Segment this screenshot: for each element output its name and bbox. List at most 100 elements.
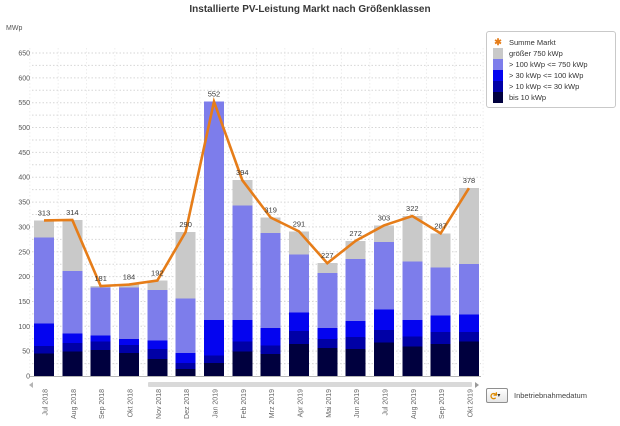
bar-segment[interactable] bbox=[90, 341, 111, 351]
bar-segment[interactable] bbox=[317, 327, 338, 340]
legend-item-label: > 10 kWp <= 30 kWp bbox=[509, 82, 580, 91]
bar-total-label: 394 bbox=[236, 168, 249, 177]
bar-segment[interactable] bbox=[175, 363, 196, 370]
bar-segment[interactable] bbox=[118, 284, 139, 288]
x-axis-label: Jan 2019 bbox=[212, 389, 219, 418]
bar-segment[interactable] bbox=[345, 259, 366, 321]
bar-total-label: 552 bbox=[208, 90, 221, 99]
bar-segment[interactable] bbox=[232, 205, 253, 320]
bar-segment[interactable] bbox=[345, 240, 366, 260]
caret-down-icon: ▾ bbox=[497, 393, 501, 399]
x-axis-label: Jun 2019 bbox=[354, 389, 361, 418]
bar-segment[interactable] bbox=[62, 219, 83, 272]
bar-segment[interactable] bbox=[430, 331, 451, 345]
bar-segment[interactable] bbox=[260, 232, 281, 328]
date-dimension-dropdown-button[interactable]: ↻ ▾ bbox=[486, 388, 508, 403]
bar-segment[interactable] bbox=[147, 280, 168, 291]
bar-segment[interactable] bbox=[34, 220, 54, 238]
bar-segment[interactable] bbox=[232, 319, 253, 342]
bar-segment[interactable] bbox=[288, 254, 309, 313]
bar-segment[interactable] bbox=[373, 241, 394, 310]
bar-segment[interactable] bbox=[175, 369, 196, 376]
bar-segment[interactable] bbox=[430, 267, 451, 316]
bar-segment[interactable] bbox=[118, 339, 139, 346]
bar-segment[interactable] bbox=[458, 331, 479, 342]
bar-segment[interactable] bbox=[373, 342, 394, 376]
bar-segment[interactable] bbox=[430, 315, 451, 332]
bar-segment[interactable] bbox=[402, 215, 423, 262]
bar-segment[interactable] bbox=[62, 351, 83, 376]
bar-segment[interactable] bbox=[430, 344, 451, 376]
bar-segment[interactable] bbox=[288, 344, 309, 376]
bar-segment[interactable] bbox=[345, 320, 366, 338]
bar-segment[interactable] bbox=[260, 345, 281, 355]
bar-segment[interactable] bbox=[90, 350, 111, 376]
bar-segment[interactable] bbox=[175, 298, 196, 354]
bar-segment[interactable] bbox=[373, 309, 394, 330]
bar-segment[interactable] bbox=[175, 353, 196, 364]
bar-segment[interactable] bbox=[203, 363, 224, 376]
bar-segment[interactable] bbox=[232, 351, 253, 376]
bar-segment[interactable] bbox=[34, 237, 54, 324]
y-tick-label: 50 bbox=[22, 349, 30, 356]
legend-color-swatch bbox=[493, 81, 503, 92]
bar-segment[interactable] bbox=[317, 339, 338, 349]
bar-total-label: 184 bbox=[123, 273, 136, 282]
bar-segment[interactable] bbox=[118, 287, 139, 340]
bar-segment[interactable] bbox=[402, 261, 423, 320]
bar-segment[interactable] bbox=[34, 353, 54, 376]
bar-segment[interactable] bbox=[345, 337, 366, 350]
y-tick-label: 400 bbox=[18, 175, 30, 182]
x-axis-label: Apr 2019 bbox=[297, 389, 304, 418]
bar-segment[interactable] bbox=[147, 340, 168, 350]
bar-segment[interactable] bbox=[458, 188, 479, 265]
bar-segment[interactable] bbox=[232, 180, 253, 206]
bar-total-label: 322 bbox=[406, 204, 419, 213]
bar-segment[interactable] bbox=[458, 314, 479, 332]
bar-segment[interactable] bbox=[34, 346, 54, 354]
legend: ✱ Summe Markt größer 750 kWp > 100 kWp <= 7… bbox=[486, 31, 616, 108]
bar-segment[interactable] bbox=[402, 346, 423, 376]
bar-segment[interactable] bbox=[147, 349, 168, 360]
x-axis-label: Jul 2018 bbox=[43, 389, 50, 416]
bar-segment[interactable] bbox=[260, 354, 281, 376]
scroll-left-arrow-icon[interactable] bbox=[29, 382, 33, 388]
bar-segment[interactable] bbox=[62, 333, 83, 344]
x-axis-label: Mai 2019 bbox=[326, 389, 333, 418]
bar-segment[interactable] bbox=[175, 231, 196, 299]
bar-segment[interactable] bbox=[203, 101, 224, 320]
bar-segment[interactable] bbox=[345, 349, 366, 376]
bar-segment[interactable] bbox=[62, 271, 83, 334]
bar-segment[interactable] bbox=[373, 329, 394, 343]
bar-segment[interactable] bbox=[203, 355, 224, 364]
bar-segment[interactable] bbox=[147, 359, 168, 376]
bar-segment[interactable] bbox=[458, 264, 479, 315]
legend-color-swatch bbox=[493, 70, 503, 81]
bar-segment[interactable] bbox=[317, 348, 338, 376]
bar-segment[interactable] bbox=[90, 335, 111, 342]
bar-segment[interactable] bbox=[260, 327, 281, 346]
bar-segment[interactable] bbox=[402, 336, 423, 347]
bar-segment[interactable] bbox=[62, 343, 83, 352]
bar-segment[interactable] bbox=[402, 319, 423, 337]
bar-segment[interactable] bbox=[430, 233, 451, 268]
bar-segment[interactable] bbox=[232, 341, 253, 352]
scrollbar-thumb[interactable] bbox=[148, 382, 472, 387]
bar-segment[interactable] bbox=[90, 287, 111, 336]
legend-item: > 10 kWp <= 30 kWp bbox=[493, 81, 609, 92]
bar-segment[interactable] bbox=[118, 353, 139, 376]
bar-segment[interactable] bbox=[288, 330, 309, 345]
x-axis-label: Jul 2019 bbox=[382, 389, 389, 416]
bar-total-label: 192 bbox=[151, 269, 164, 278]
bar-segment[interactable] bbox=[118, 345, 139, 354]
bar-segment[interactable] bbox=[288, 231, 309, 255]
bar-segment[interactable] bbox=[458, 341, 479, 376]
bar-segment[interactable] bbox=[317, 273, 338, 328]
bar-segment[interactable] bbox=[288, 312, 309, 331]
legend-item: bis 10 kWp bbox=[493, 92, 609, 103]
bar-segment[interactable] bbox=[203, 319, 224, 356]
bar-segment[interactable] bbox=[317, 263, 338, 274]
bar-segment[interactable] bbox=[147, 290, 168, 341]
bar-segment[interactable] bbox=[34, 323, 54, 347]
scroll-right-arrow-icon[interactable] bbox=[475, 382, 479, 388]
